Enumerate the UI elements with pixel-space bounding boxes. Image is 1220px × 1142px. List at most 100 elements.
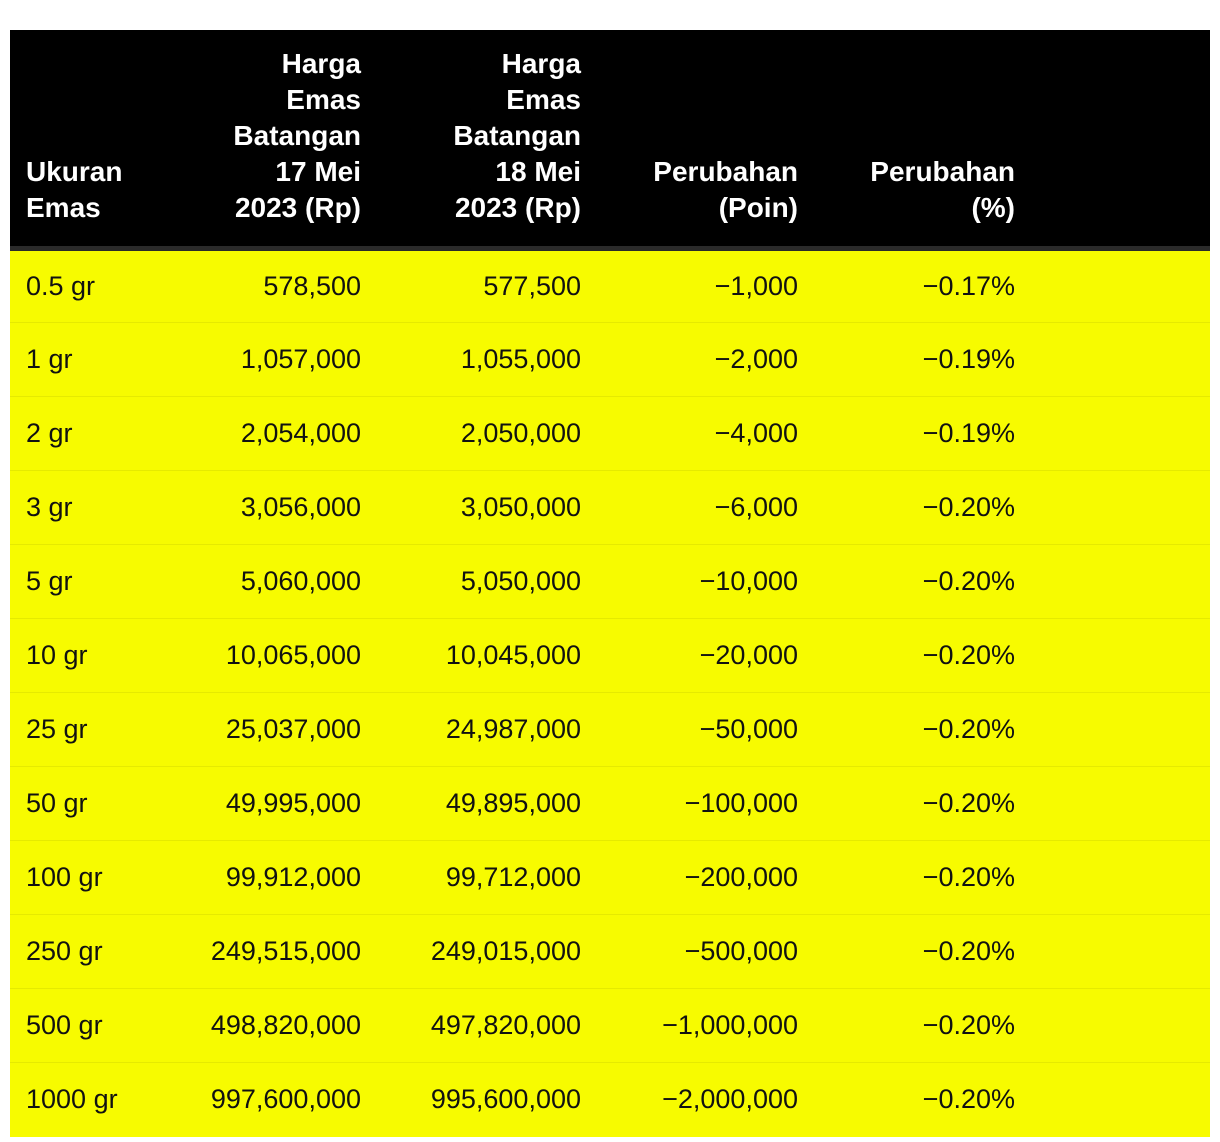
cell-perubahan-poin: −1,000 [714, 271, 798, 301]
header-line: Harga [501, 48, 581, 79]
header-line: Emas [286, 84, 361, 115]
cell-perubahan-persen: −0.20% [798, 544, 1015, 619]
cell-harga-17-mei: 997,600,000 [180, 1062, 361, 1137]
cell-ukuran: 2 gr [10, 396, 180, 471]
row-spacer [1015, 322, 1210, 397]
header-line: Batangan [233, 120, 361, 151]
header-perubahan-poin: Perubahan (Poin) [581, 30, 798, 251]
cell-ukuran: 50 gr [10, 766, 180, 841]
cell-perubahan-persen: −0.20% [798, 618, 1015, 693]
row-spacer [1015, 249, 1210, 323]
cell-harga-18-mei: 10,045,000 [361, 618, 581, 693]
table-row: 100 gr 99,912,000 99,712,000 −200,000 −0.20% [10, 840, 1210, 915]
cell-perubahan-persen: −0.19% [798, 322, 1015, 397]
table-row: 25 gr 25,037,000 24,987,000 −50,000 −0.20% [10, 692, 1210, 767]
cell-harga-17-mei: 10,065,000 [180, 618, 361, 693]
table-body: 0.5 gr 578,500 577,500 −1,000 −0.17% 1 gr 1,05… [10, 248, 1210, 1137]
table-header: Ukuran Emas Harga Emas Batangan 17 Mei 2… [10, 30, 1210, 251]
cell-perubahan-poin: −10,000 [581, 544, 798, 619]
gold-price-table-container: Ukuran Emas Harga Emas Batangan 17 Mei 2… [10, 30, 1210, 1137]
row-spacer [1015, 396, 1210, 471]
cell-ukuran: 3 gr [10, 470, 180, 545]
cell-ukuran: 250 gr [10, 914, 180, 989]
header-line: 2023 (Rp) [234, 192, 361, 223]
table-row: 250 gr 249,515,000 249,015,000 −500,000 −0.2… [10, 914, 1210, 989]
table-row: 10 gr 10,065,000 10,045,000 −20,000 −0.20% [10, 618, 1210, 693]
cell-harga-18-mei: 1,055,000 [361, 322, 581, 397]
table-row: 5 gr 5,060,000 5,050,000 −10,000 −0.20% [10, 544, 1210, 619]
header-ukuran-emas: Ukuran Emas [10, 30, 180, 251]
cell-harga-17-mei: 249,515,000 [180, 914, 361, 989]
header-perubahan-persen: Perubahan (%) [798, 30, 1015, 251]
row-spacer [1015, 914, 1210, 989]
header-line: 2023 (Rp) [454, 192, 581, 223]
header-harga-18-mei: Harga Emas Batangan 18 Mei 2023 (Rp) [361, 30, 581, 251]
cell-perubahan-poin: −4,000 [581, 396, 798, 471]
cell-harga-18-mei: 24,987,000 [361, 692, 581, 767]
cell-harga-17-mei: 3,056,000 [180, 470, 361, 545]
cell-perubahan-poin: −50,000 [581, 692, 798, 767]
header-line: Emas [26, 192, 101, 223]
cell-perubahan-poin: −500,000 [581, 914, 798, 989]
cell-perubahan-persen: −0.20% [798, 766, 1015, 841]
header-line: Perubahan [870, 156, 1015, 187]
cell-harga-17-mei: 99,912,000 [180, 840, 361, 915]
cell-harga-18-mei: 49,895,000 [361, 766, 581, 841]
row-spacer [1015, 840, 1210, 915]
cell-harga-18-mei: 99,712,000 [361, 840, 581, 915]
cell-perubahan-poin: −2,000 [581, 322, 798, 397]
cell-harga-17-mei: 5,060,000 [180, 544, 361, 619]
cell-ukuran: 500 gr [10, 988, 180, 1063]
cell-perubahan-poin: −20,000 [581, 618, 798, 693]
header-line: Ukuran [26, 156, 123, 187]
cell-perubahan-persen: −0.20% [798, 914, 1015, 989]
cell-perubahan-persen: −0.20% [798, 1062, 1015, 1137]
header-line: Harga [281, 48, 361, 79]
row-spacer [1015, 766, 1210, 841]
cell-perubahan-poin: −2,000,000 [581, 1062, 798, 1137]
cell-perubahan-persen: −0.20% [798, 840, 1015, 915]
cell-perubahan-persen: −0.20% [798, 988, 1015, 1063]
cell-ukuran: 25 gr [10, 692, 180, 767]
cell-harga-17-mei: 498,820,000 [180, 988, 361, 1063]
table-row: 1000 gr 997,600,000 995,600,000 −2,000,000−… [10, 1062, 1210, 1137]
header-line: Batangan [453, 120, 581, 151]
header-line: 17 Mei [275, 156, 361, 187]
header-line: Perubahan [653, 156, 798, 187]
cell-ukuran: 1000 gr [10, 1062, 180, 1137]
cell-perubahan-persen: −0.19% [798, 396, 1015, 471]
cell-harga-17-mei: 1,057,000 [180, 322, 361, 397]
header-harga-17-mei: Harga Emas Batangan 17 Mei 2023 (Rp) [180, 30, 361, 251]
table-row: 0.5 gr 578,500 577,500 −1,000 −0.17% [10, 248, 1210, 323]
header-spacer [1015, 30, 1210, 251]
cell-perubahan-persen: −0.20% [798, 470, 1015, 545]
cell-harga-18-mei: 2,050,000 [361, 396, 581, 471]
cell-perubahan-persen: −0.17% [922, 271, 1015, 301]
row-spacer [1015, 1062, 1210, 1137]
header-line: (Poin) [718, 192, 798, 223]
table-row: 1 gr 1,057,000 1,055,000 −2,000 −0.19% [10, 322, 1210, 397]
cell-perubahan-poin: −6,000 [581, 470, 798, 545]
table-row: 50 gr 49,995,000 49,895,000 −100,000 −0.20% [10, 766, 1210, 841]
cell-harga-18-mei: 497,820,000 [361, 988, 581, 1063]
cell-harga-18-mei: 995,600,000 [361, 1062, 581, 1137]
table-row: 3 gr 3,056,000 3,050,000 −6,000 −0.20% [10, 470, 1210, 545]
row-spacer [1015, 544, 1210, 619]
header-row: Ukuran Emas Harga Emas Batangan 17 Mei 2… [10, 30, 1210, 251]
cell-perubahan-poin: −100,000 [581, 766, 798, 841]
header-line: Emas [506, 84, 581, 115]
cell-perubahan-poin: −1,000,000 [581, 988, 798, 1063]
cell-harga-17-mei: 2,054,000 [180, 396, 361, 471]
cell-ukuran: 1 gr [10, 322, 180, 397]
cell-ukuran: 5 gr [10, 544, 180, 619]
cell-ukuran: 10 gr [10, 618, 180, 693]
cell-perubahan-persen: −0.20% [798, 692, 1015, 767]
cell-harga-17-mei: 49,995,000 [180, 766, 361, 841]
cell-harga-17-mei: 578,500 [263, 271, 361, 301]
row-spacer [1015, 692, 1210, 767]
cell-harga-18-mei: 577,500 [483, 271, 581, 301]
cell-harga-18-mei: 3,050,000 [361, 470, 581, 545]
cell-harga-17-mei: 25,037,000 [180, 692, 361, 767]
cell-perubahan-poin: −200,000 [581, 840, 798, 915]
cell-harga-18-mei: 5,050,000 [361, 544, 581, 619]
